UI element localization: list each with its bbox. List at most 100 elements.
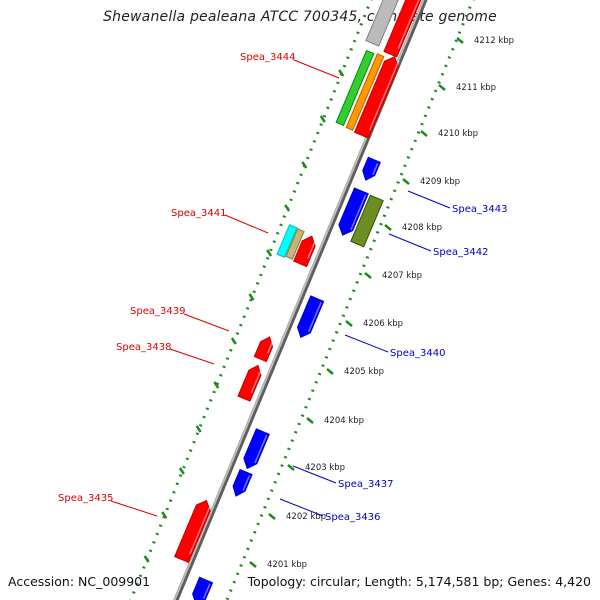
reverse-gene-label: Spea_3440 — [390, 348, 445, 359]
gene-top-forward — [383, 0, 423, 58]
accession-value: NC_009901 — [78, 574, 151, 589]
gene-small-reverse-shape — [362, 156, 381, 181]
forward-leader-line — [224, 214, 269, 234]
reverse-gene-label: Spea_3436 — [325, 512, 380, 523]
ruler-tick-label: 4207 kbp — [382, 271, 422, 281]
forward-leader-line — [183, 313, 230, 332]
ruler-tick-label: 4208 kbp — [402, 223, 442, 233]
ruler-tick — [306, 417, 314, 424]
gene-spea-3440 — [296, 295, 325, 339]
feature-layer — [173, 0, 423, 600]
forward-tick — [338, 69, 345, 77]
ruler-tick-label: 4204 kbp — [324, 416, 364, 426]
forward-tick — [319, 115, 326, 123]
gene-bottom-reverse-highlight — [202, 583, 211, 599]
gene-top-forward-highlight — [397, 0, 423, 50]
ruler-tick-label: 4212 kbp — [474, 36, 514, 46]
gene-spea-3439-shape — [253, 336, 274, 363]
genes-label: Genes: — [507, 574, 552, 589]
forward-leader-line — [110, 500, 158, 517]
forward-tick — [143, 555, 150, 563]
label-layer: 4212 kbp 4211 kbp 4210 kbp 4209 kbp 4208 kbp… — [58, 36, 514, 570]
ruler-tick-label: 4210 kbp — [438, 129, 478, 139]
ruler-tick — [326, 368, 334, 375]
feature-tan-track-shape — [285, 228, 305, 260]
forward-ruler-line — [129, 0, 373, 600]
forward-tick — [213, 381, 220, 389]
gene-spea-3436-highlight — [242, 475, 251, 491]
gene-spea-3435-highlight — [189, 504, 212, 555]
gene-spea-3438-shape — [237, 364, 262, 402]
gene-spea-3437-shape — [243, 428, 270, 470]
reverse-gene-label: Spea_3437 — [338, 479, 393, 490]
reverse-leader-line — [292, 465, 337, 484]
accession-info: Accession: NC_009901 — [8, 574, 150, 589]
gene-small-reverse-highlight — [372, 163, 379, 176]
gene-spea-3437 — [243, 428, 270, 470]
reverse-leader-line — [407, 190, 451, 209]
feature-olive-track — [350, 194, 384, 248]
gene-spea-3441-highlight — [307, 239, 317, 259]
gene-spea-3441 — [293, 235, 317, 268]
forward-tick — [284, 204, 291, 212]
gene-spea-3436 — [232, 468, 253, 497]
gene-spea-3443 — [338, 187, 369, 236]
gene-spea-3435-shape — [173, 499, 211, 564]
reverse-leader-line — [388, 233, 432, 252]
gene-spea-3443-shape — [338, 187, 369, 236]
forward-tick — [178, 467, 185, 475]
feature-tan-track — [285, 228, 305, 260]
gene-spea-3435 — [173, 499, 212, 564]
genes-value: 4,420 — [555, 574, 591, 589]
gene-bottom-reverse — [192, 576, 214, 600]
gene-spea-3444-highlight — [368, 60, 400, 131]
forward-tick — [161, 511, 168, 519]
feature-grey-track — [365, 0, 401, 47]
gene-spea-3440-highlight — [307, 302, 322, 333]
topology-label: Topology: — [247, 574, 307, 589]
forward-tick — [248, 293, 255, 301]
feature-cyan-track — [276, 224, 298, 258]
feature-olive-track-shape — [350, 194, 384, 248]
forward-tick — [266, 249, 273, 257]
gene-spea-3438-highlight — [250, 368, 263, 394]
ruler-tick — [345, 320, 353, 327]
ruler-tick-label: 4205 kbp — [344, 367, 384, 377]
accession-label: Accession: — [8, 574, 75, 589]
ruler-layer — [129, 0, 475, 600]
gene-spea-3439 — [253, 336, 274, 363]
gene-spea-3441-shape — [293, 235, 316, 268]
feature-green-track-shape — [335, 49, 375, 127]
ruler-tick — [420, 130, 428, 137]
forward-gene-label: Spea_3435 — [58, 493, 113, 504]
ruler-tick-label: 4206 kbp — [363, 319, 403, 329]
gene-small-reverse — [362, 156, 381, 181]
length-value: 5,174,581 bp; — [415, 574, 504, 589]
length-label: Length: — [364, 574, 412, 589]
topology-value: circular; — [310, 574, 361, 589]
forward-gene-label: Spea_3441 — [171, 208, 226, 219]
ruler-tick-label: 4209 kbp — [420, 177, 460, 187]
ruler-tick — [249, 561, 257, 568]
genome-stats: Topology: circular; Length: 5,174,581 bp… — [248, 574, 591, 589]
reverse-leader-line — [279, 498, 324, 517]
ruler-tick-label: 4201 kbp — [267, 560, 307, 570]
feature-orange-track-shape — [345, 53, 385, 131]
gene-spea-3440-shape — [296, 295, 325, 339]
gene-bottom-reverse-shape — [192, 576, 214, 600]
forward-gene-label: Spea_3444 — [240, 52, 295, 63]
forward-tick — [301, 161, 308, 169]
feature-orange-track — [345, 53, 385, 131]
forward-gene-label: Spea_3439 — [130, 306, 185, 317]
reverse-gene-label: Spea_3442 — [433, 247, 488, 258]
ruler-tick-label: 4202 kbp — [286, 512, 326, 522]
ruler-tick — [384, 224, 392, 231]
reverse-leader-line — [344, 334, 389, 353]
ruler-tick — [456, 37, 464, 44]
ruler-tick — [402, 178, 410, 185]
gene-spea-3436-shape — [232, 468, 253, 497]
ruler-tick — [268, 513, 276, 520]
ruler-tick — [364, 272, 372, 279]
ruler-tick — [438, 84, 446, 91]
